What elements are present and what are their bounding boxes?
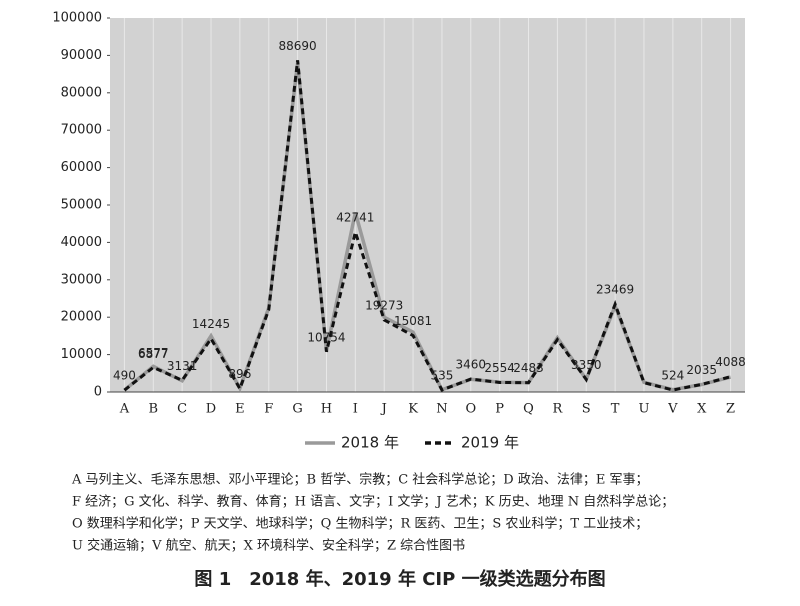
data-label: 88690 [279,39,317,53]
data-label: 2554 [484,361,515,375]
x-tick-label: G [292,402,302,417]
y-tick-label: 20000 [61,310,102,325]
data-label: 4088 [715,355,746,369]
data-label: 19273 [365,298,403,312]
category-note: U 交通运输；V 航空、航天；X 环境科学、安全科学；Z 综合性图书 [72,538,465,554]
data-label: 14245 [192,317,230,331]
data-label: 2035 [686,363,717,377]
data-label: 6577 [138,346,169,360]
legend-label: 2018 年 [341,434,399,452]
data-label: 10754 [307,330,345,344]
data-label: 3350 [571,358,602,372]
x-tick-label: B [149,402,159,417]
x-tick-label: P [495,402,504,417]
x-tick-label: I [353,402,358,417]
x-tick-label: F [264,402,273,417]
data-label: 490 [113,369,136,383]
data-label: 2483 [513,361,544,375]
x-tick-label: D [206,402,216,417]
y-tick-label: 40000 [61,235,102,250]
data-label: 524 [661,369,684,383]
x-tick-label: R [552,402,563,417]
series-line [123,60,731,393]
x-tick-label: A [119,402,130,417]
caption: 图 1 2018 年、2019 年 CIP 一级类选题分布图 [194,568,605,590]
x-tick-label: N [436,402,447,417]
x-tick-label: Z [726,402,735,417]
data-label: 23469 [596,283,634,297]
data-label: 42741 [336,211,374,225]
y-tick-label: 10000 [61,347,102,362]
category-note: F 经济；G 文化、科学、教育、体育；H 语言、文字；I 文学；J 艺术；K 历… [72,494,674,510]
legend-label: 2019 年 [461,434,519,452]
x-tick-label: J [380,402,387,417]
x-tick-label: V [667,402,678,417]
data-label: 896 [228,367,251,381]
y-tick-label: 80000 [61,85,102,100]
data-label: 15081 [394,314,432,328]
y-tick-label: 0 [94,385,102,400]
x-tick-label: S [582,402,591,417]
x-tick-label: K [408,402,418,417]
y-tick-label: 90000 [61,48,102,63]
x-tick-label: X [697,402,707,417]
y-tick-label: 60000 [61,160,102,175]
data-label: 6877 [138,347,169,361]
x-tick-label: E [235,402,245,417]
y-tick-label: 30000 [61,272,102,287]
x-tick-label: Q [523,402,534,417]
x-tick-label: C [177,402,187,417]
x-tick-label: O [465,402,476,417]
category-note: A 马列主义、毛泽东思想、邓小平理论；B 哲学、宗教；C 社会科学总论；D 政治… [71,472,648,488]
plot-area [110,18,745,392]
x-tick-label: U [638,402,649,417]
data-label: 535 [430,368,453,382]
x-tick-label: T [611,402,620,417]
data-label: 3460 [456,358,487,372]
data-label: 3131 [167,359,198,373]
category-note: O 数理科学和化学；P 天文学、地球科学；Q 生物科学；R 医药、卫生；S 农业… [72,516,648,532]
y-tick-label: 100000 [52,11,102,26]
x-tick-label: H [321,402,332,417]
y-tick-label: 50000 [61,198,102,213]
y-tick-label: 70000 [61,123,102,138]
